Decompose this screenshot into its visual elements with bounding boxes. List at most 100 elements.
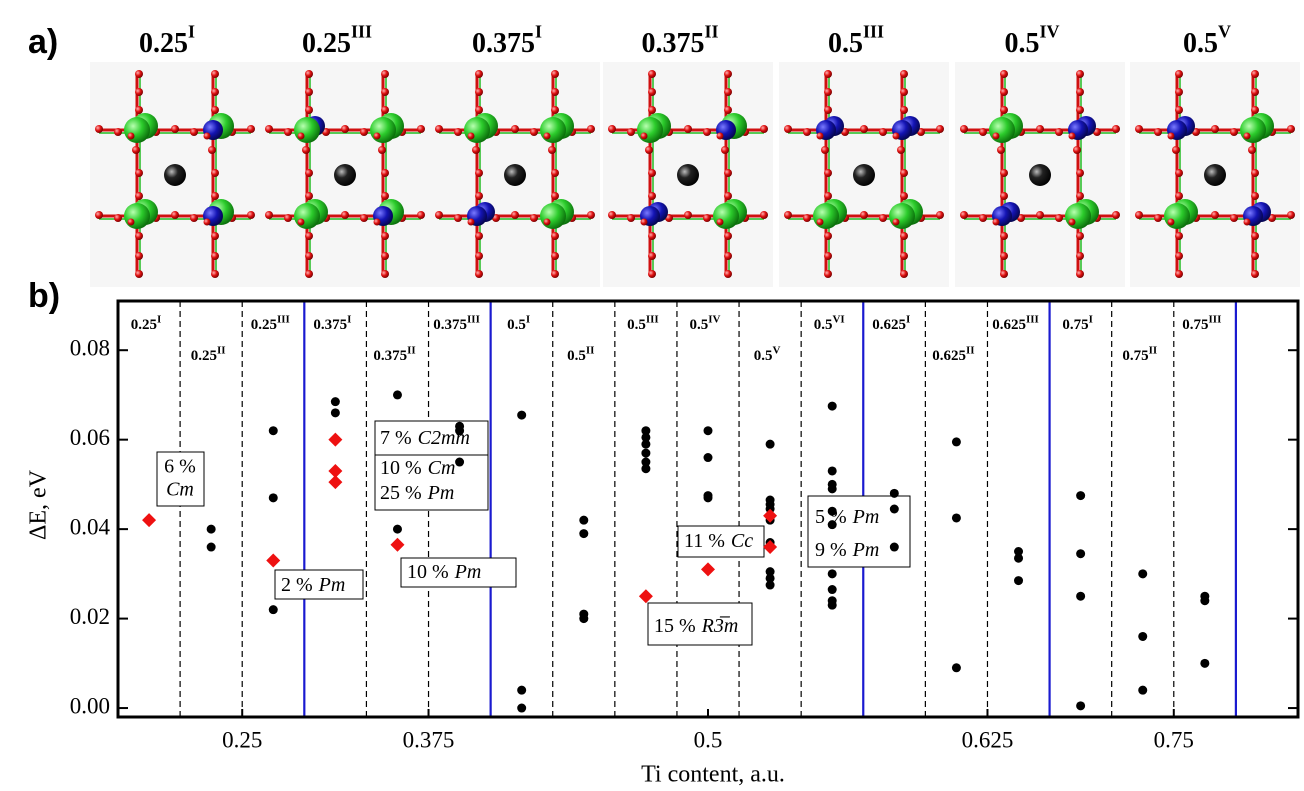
structure-label: 0.5V bbox=[1183, 22, 1231, 60]
oxygen bbox=[1135, 125, 1143, 133]
structure-label-sup: III bbox=[351, 22, 372, 42]
oxygen bbox=[128, 219, 135, 226]
oxygen bbox=[551, 106, 559, 114]
oxygen bbox=[265, 211, 273, 219]
oxygen bbox=[627, 128, 635, 136]
oxygen bbox=[684, 211, 692, 219]
oxygen bbox=[530, 128, 538, 136]
point bbox=[207, 525, 216, 534]
annotation-pct: 7 % bbox=[380, 427, 412, 449]
point bbox=[890, 489, 899, 498]
annotation-phase: Pm bbox=[454, 561, 482, 583]
oxygen bbox=[475, 169, 483, 177]
oxygen bbox=[1251, 232, 1259, 240]
oxygen bbox=[544, 133, 551, 140]
column-label-base: 0.625 bbox=[932, 348, 966, 364]
point bbox=[952, 663, 961, 672]
oxygen bbox=[724, 232, 732, 240]
column-label-sup: II bbox=[1149, 344, 1158, 356]
structure-label: 0.25I bbox=[139, 22, 195, 60]
a-site bbox=[334, 164, 356, 186]
oxygen bbox=[1000, 192, 1008, 200]
oxygen bbox=[454, 214, 462, 222]
point bbox=[328, 475, 342, 489]
structure-label-sup: II bbox=[704, 22, 718, 42]
oxygen bbox=[1251, 88, 1259, 96]
b-site bbox=[1240, 117, 1266, 143]
column-label-sup: II bbox=[217, 344, 226, 356]
oxygen bbox=[703, 214, 711, 222]
y-tick-label: 0.00 bbox=[70, 693, 110, 718]
column-label: 0.75III bbox=[1182, 313, 1221, 334]
a-site bbox=[1029, 164, 1051, 186]
oxygen bbox=[1112, 125, 1120, 133]
annotation-phase: Cm bbox=[428, 457, 456, 479]
oxygen bbox=[417, 211, 425, 219]
oxygen bbox=[284, 214, 292, 222]
point bbox=[890, 543, 899, 552]
point bbox=[828, 601, 837, 610]
b-site bbox=[540, 117, 566, 143]
annotation-pct: 10 % bbox=[407, 561, 449, 583]
oxygen bbox=[551, 70, 559, 78]
oxygen bbox=[1069, 219, 1076, 226]
point bbox=[828, 520, 837, 529]
oxygen bbox=[1000, 252, 1008, 260]
oxygen bbox=[417, 125, 425, 133]
oxygen bbox=[648, 270, 656, 278]
oxygen bbox=[1168, 219, 1175, 226]
structure-label: 0.5III bbox=[828, 22, 884, 60]
oxygen bbox=[305, 88, 313, 96]
y-tick-label: 0.08 bbox=[70, 335, 110, 360]
oxygen bbox=[1076, 270, 1084, 278]
oxygen bbox=[381, 169, 389, 177]
column-label-base: 0.25 bbox=[251, 317, 277, 333]
b-site bbox=[124, 117, 150, 143]
oxygen bbox=[1175, 252, 1183, 260]
oxygen bbox=[1251, 270, 1259, 278]
oxygen bbox=[247, 125, 255, 133]
oxygen bbox=[341, 125, 349, 133]
column-label: 0.625III bbox=[992, 313, 1039, 334]
b-site bbox=[813, 203, 839, 229]
oxygen bbox=[979, 214, 987, 222]
oxygen bbox=[305, 70, 313, 78]
oxygen bbox=[1000, 88, 1008, 96]
oxygen bbox=[717, 219, 724, 226]
b-site bbox=[464, 117, 490, 143]
structure-label-base: 0.25 bbox=[139, 28, 188, 59]
column-label: 0.5VI bbox=[814, 313, 845, 334]
oxygen bbox=[454, 128, 462, 136]
point bbox=[1014, 576, 1023, 585]
oxygen bbox=[648, 192, 656, 200]
structure-label-base: 0.375 bbox=[472, 28, 535, 59]
point bbox=[517, 686, 526, 695]
oxygen bbox=[284, 128, 292, 136]
column-label-base: 0.5 bbox=[567, 348, 586, 364]
point bbox=[331, 408, 340, 417]
oxygen bbox=[724, 70, 732, 78]
oxygen bbox=[803, 214, 811, 222]
a-site bbox=[164, 164, 186, 186]
point bbox=[393, 390, 402, 399]
annotation: 10 %Pm bbox=[407, 561, 481, 583]
column-label-sup: I bbox=[906, 313, 910, 325]
column-label-sup: II bbox=[407, 344, 416, 356]
oxygen bbox=[302, 146, 310, 154]
b-site bbox=[1065, 203, 1091, 229]
oxygen bbox=[135, 270, 143, 278]
oxygen bbox=[1211, 211, 1219, 219]
oxygen bbox=[360, 128, 368, 136]
oxygen bbox=[132, 146, 140, 154]
point bbox=[579, 614, 588, 623]
column-label: 0.625II bbox=[932, 344, 974, 365]
oxygen bbox=[211, 192, 219, 200]
point bbox=[704, 493, 713, 502]
oxygen bbox=[824, 252, 832, 260]
point bbox=[579, 516, 588, 525]
point bbox=[828, 484, 837, 493]
oxygen bbox=[1175, 232, 1183, 240]
oxygen bbox=[171, 125, 179, 133]
annotation-phase: Pm bbox=[852, 539, 880, 561]
column-label-sup: V bbox=[773, 344, 781, 356]
